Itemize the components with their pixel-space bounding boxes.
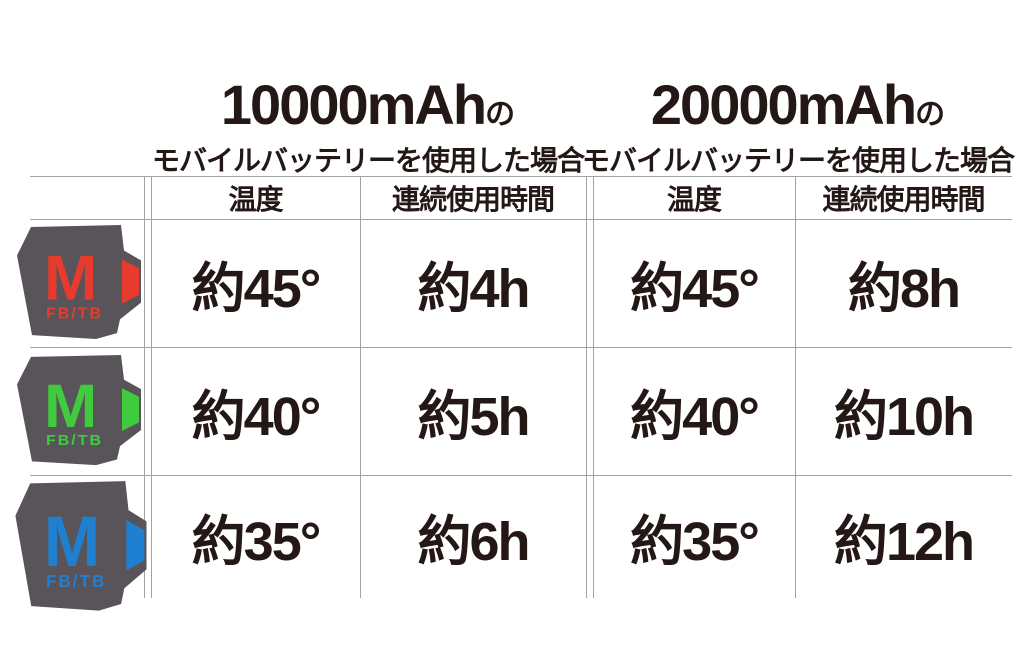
grid-hline-row1-bottom [30, 347, 1012, 348]
mode-blue-icon-arrow [126, 520, 145, 571]
table1-row2-time: 約5h [417, 386, 530, 447]
table2-row2-temp: 約40° [630, 386, 760, 447]
mode-red-icon: M FB/TB [10, 224, 150, 342]
grid-hline-header-bottom [30, 219, 1012, 220]
table2-capacity-title: 20000mAhの [580, 76, 1016, 144]
table1-row1-time: 約4h [417, 258, 530, 319]
table2-row2-time: 約10h [833, 386, 975, 447]
table1-capacity-title: 10000mAhの [150, 76, 586, 144]
grid-vline-tables-gap-a [586, 176, 587, 598]
mode-blue-icon-sublabel: FB/TB [46, 571, 106, 592]
table2-row1-temp: 約45° [630, 258, 760, 319]
table2-row1-time: 約8h [847, 258, 961, 319]
grid-vline-icon-right-a [144, 176, 145, 598]
grid-hline-top [30, 176, 1012, 177]
table2-col-temp-header: 温度 [666, 183, 722, 215]
table1-row1-temp: 約45° [191, 258, 322, 319]
grid-vline-icon-right-b [151, 176, 152, 598]
mode-red-icon-body [17, 224, 141, 340]
table1-header: 10000mAhの モバイルバッテリーを使用した場合 [150, 76, 586, 178]
table2-capacity-suffix: の [915, 98, 946, 131]
table1-row2-temp: 約40° [191, 386, 322, 447]
table2-subtitle: モバイルバッテリーを使用した場合 [581, 145, 1015, 176]
table1-capacity: 10000mAh [220, 73, 487, 136]
table2-row3-temp: 約35° [630, 512, 760, 572]
mode-green-icon-arrow [122, 388, 139, 431]
table1-col-temp-header: 温度 [228, 183, 283, 215]
table1-col-time-header: 連続使用時間 [391, 183, 555, 215]
table1-row3-temp: 約35° [191, 512, 322, 572]
mode-blue-icon-letter: M [44, 501, 100, 581]
mode-green-icon-letter: M [44, 373, 97, 441]
grid-vline-table1-mid [360, 176, 361, 598]
mode-red-icon-arrow [122, 259, 139, 304]
grid-vline-table2-mid [795, 176, 796, 598]
table1-subtitle: モバイルバッテリーを使用した場合 [151, 145, 585, 176]
table2-row3-time: 約12h [833, 512, 975, 572]
mode-blue-icon: M FB/TB [8, 480, 156, 614]
mode-green-icon-sublabel: FB/TB [46, 433, 103, 450]
table1-capacity-suffix: の [485, 98, 516, 131]
mode-green-icon: M FB/TB [10, 354, 150, 468]
table1-row3-time: 約6h [417, 512, 530, 572]
grid-vline-tables-gap-b [593, 176, 594, 598]
mode-blue-icon-body [15, 481, 147, 611]
table2-col-time-header: 連続使用時間 [822, 183, 985, 215]
mode-red-icon-letter: M [44, 244, 97, 313]
table2-header: 20000mAhの モバイルバッテリーを使用した場合 [580, 76, 1016, 178]
mode-green-icon-body [17, 354, 141, 466]
grid-hline-row2-bottom [30, 475, 1012, 476]
mode-red-icon-sublabel: FB/TB [46, 306, 103, 323]
table2-capacity: 20000mAh [650, 73, 917, 136]
